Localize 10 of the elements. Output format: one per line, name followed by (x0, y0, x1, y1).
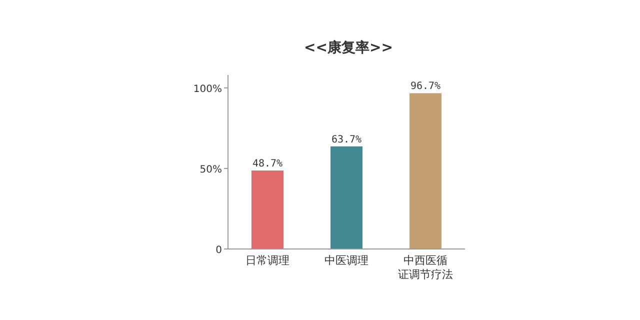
x-tick-label: 中西医循证调节疗法 (398, 254, 453, 281)
chart-title: <<康复率>> (304, 39, 393, 56)
data-label: 96.7% (410, 81, 441, 92)
y-tick-label: 0 (216, 245, 222, 256)
y-tick-label: 50% (200, 164, 222, 176)
x-tick-label: 日常调理 (246, 254, 290, 267)
y-tick-label: 100% (193, 84, 222, 95)
data-label: 48.7% (252, 158, 283, 170)
data-label: 63.7% (331, 134, 362, 146)
x-tick-label: 中医调理 (324, 254, 368, 267)
